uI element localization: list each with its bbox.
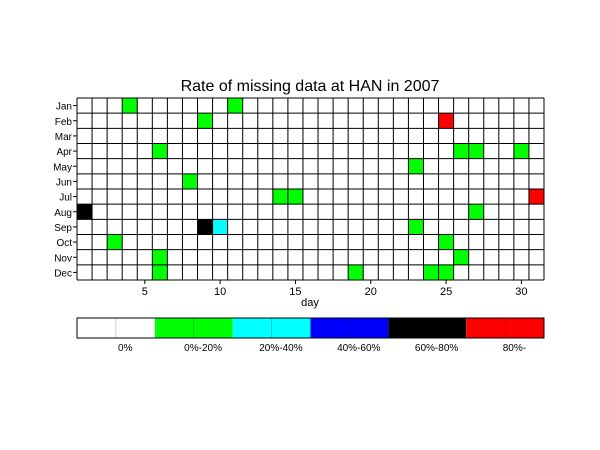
legend-swatch xyxy=(388,318,467,338)
month-label-jul: Jul xyxy=(59,193,72,204)
heatmap-cell-aug-1 xyxy=(77,204,93,220)
day-tick-label: 25 xyxy=(440,286,452,298)
month-label-oct: Oct xyxy=(56,238,72,249)
heatmap-cell-jul-31 xyxy=(528,189,544,205)
day-tick-label: 20 xyxy=(365,286,377,298)
legend-swatch xyxy=(154,318,233,338)
legend-label: 20%-40% xyxy=(259,343,302,354)
legend-label: 0%-20% xyxy=(184,343,222,354)
heatmap-cell-jul-15 xyxy=(287,189,303,205)
heatmap-cell-jan-4 xyxy=(122,98,138,114)
heatmap-cell-apr-27 xyxy=(468,143,484,159)
heatmap-cell-jul-14 xyxy=(272,189,288,205)
chart-title: Rate of missing data at HAN in 2007 xyxy=(181,78,440,95)
heatmap-cell-dec-25 xyxy=(438,264,454,280)
heatmap-cell-sep-9 xyxy=(197,219,213,235)
legend-label: 60%-80% xyxy=(415,343,458,354)
heatmap-cell-dec-19 xyxy=(348,264,364,280)
legend-swatch xyxy=(310,318,389,338)
legend-swatch xyxy=(466,318,544,338)
legend-swatch xyxy=(232,318,311,338)
month-label-feb: Feb xyxy=(55,117,73,128)
legend-swatch xyxy=(77,318,155,338)
month-label-aug: Aug xyxy=(54,208,72,219)
heatmap-cell-jan-11 xyxy=(227,98,243,114)
heatmap-cell-feb-9 xyxy=(197,113,213,129)
heatmap-cell-nov-26 xyxy=(453,249,469,265)
legend-label: 0% xyxy=(118,343,133,354)
legend-label: 80%- xyxy=(503,343,526,354)
heatmap-cell-sep-10 xyxy=(212,219,228,235)
heatmap-cell-jun-8 xyxy=(182,173,198,189)
legend-label: 40%-60% xyxy=(337,343,380,354)
day-tick-label: 30 xyxy=(515,286,527,298)
heatmap-cell-apr-30 xyxy=(513,143,529,159)
heatmap-cell-apr-6 xyxy=(152,143,168,159)
day-tick-label: 10 xyxy=(214,286,226,298)
heatmap-cell-apr-26 xyxy=(453,143,469,159)
heatmap-cell-sep-23 xyxy=(408,219,424,235)
month-label-nov: Nov xyxy=(54,253,72,264)
month-label-mar: Mar xyxy=(55,132,73,143)
month-labels: Jan Feb Mar Apr May Jun Jul Aug Sep Oct Nov Dec xyxy=(53,102,73,280)
heatmap-cell-dec-6 xyxy=(152,264,168,280)
month-label-sep: Sep xyxy=(54,223,72,234)
month-label-may: May xyxy=(53,162,72,173)
heatmap-grid xyxy=(73,97,545,281)
heatmap-cell-oct-25 xyxy=(438,234,454,250)
day-tick-labels: 5 10 15 20 25 30 xyxy=(142,280,528,298)
legend-colorbar xyxy=(76,317,545,339)
month-label-apr: Apr xyxy=(56,147,72,158)
heatmap-cell-oct-3 xyxy=(107,234,123,250)
heatmap-cell-nov-6 xyxy=(152,249,168,265)
heatmap-cells xyxy=(77,98,544,280)
month-label-jun: Jun xyxy=(56,177,72,188)
heatmap-cell-may-23 xyxy=(408,158,424,174)
heatmap-cell-feb-25 xyxy=(438,113,454,129)
x-axis-label: day xyxy=(301,297,319,309)
month-label-dec: Dec xyxy=(54,268,72,279)
month-label-jan: Jan xyxy=(56,102,72,113)
legend-labels: 0% 0%-20% 20%-40% 40%-60% 60%-80% 80%- xyxy=(118,343,526,354)
day-tick-label: 15 xyxy=(289,286,301,298)
day-tick-label: 5 xyxy=(142,286,148,298)
legend-border xyxy=(76,317,545,339)
heatmap-cell-dec-24 xyxy=(423,264,439,280)
heatmap-cell-aug-27 xyxy=(468,204,484,220)
